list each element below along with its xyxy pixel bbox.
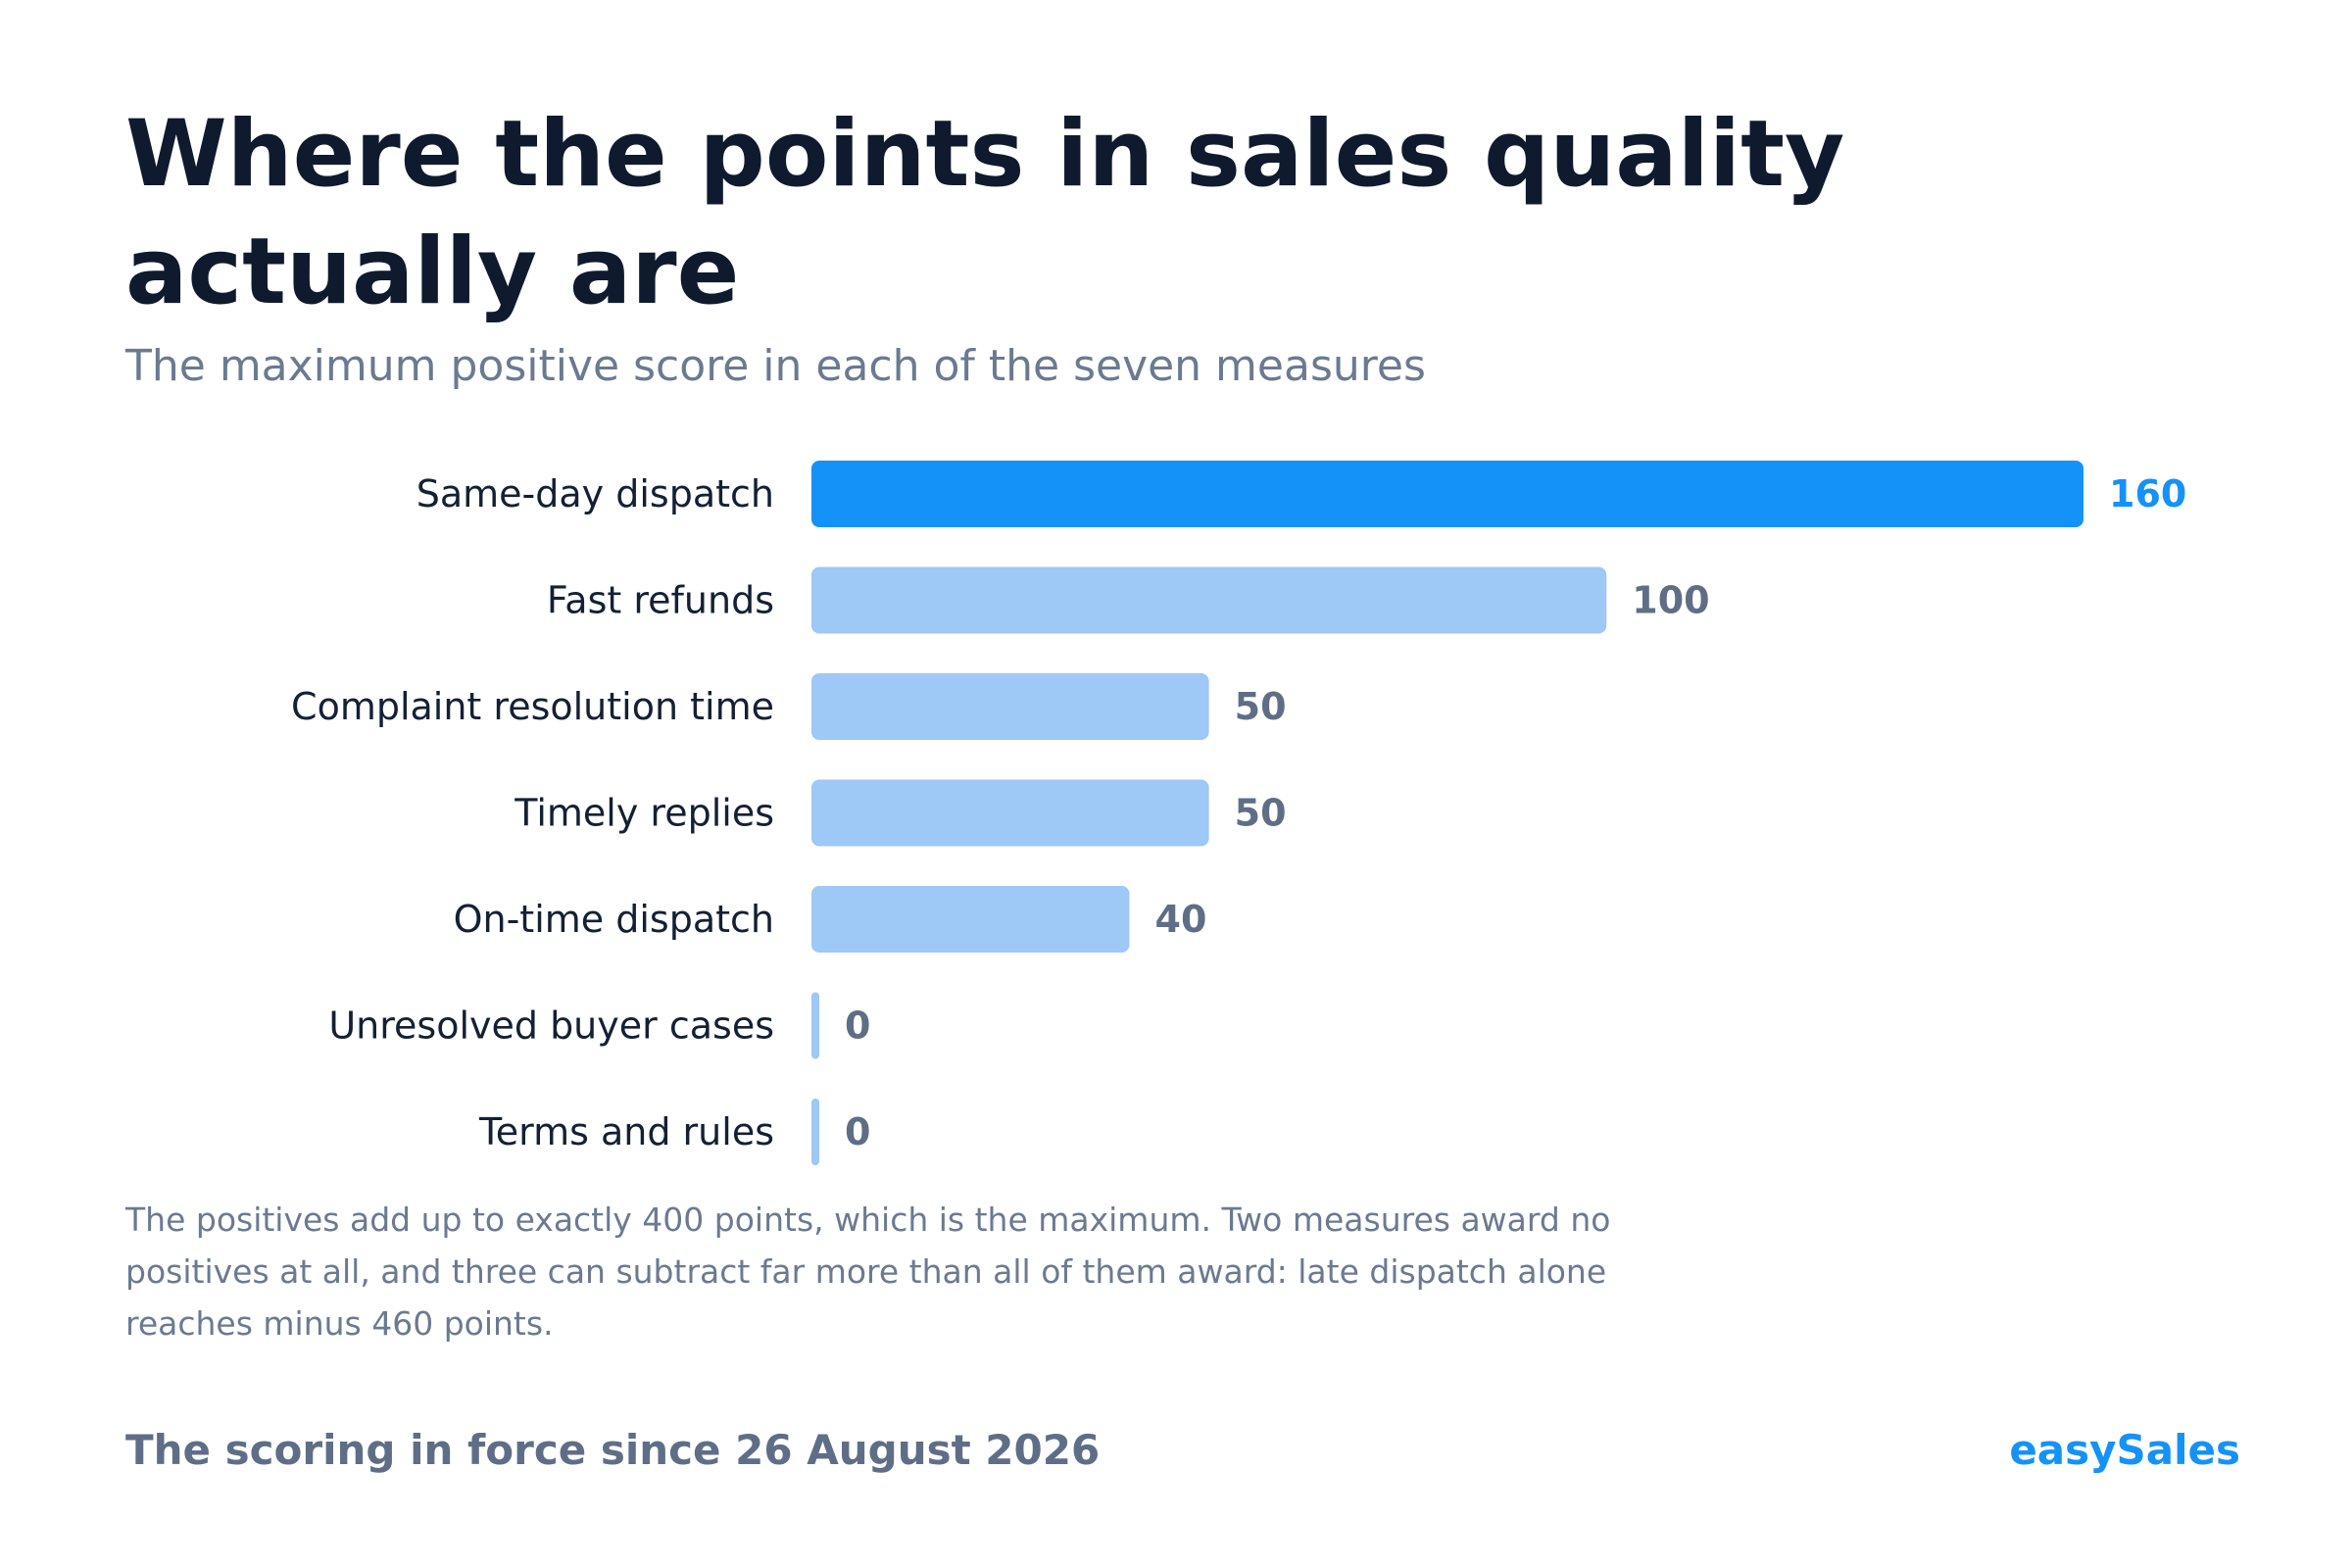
value-label: 0 [845,1004,870,1048]
category-label: Timely replies [514,792,774,835]
value-label: 50 [1235,685,1287,728]
value-label: 50 [1235,792,1287,835]
bar [811,886,1130,953]
value-label: 160 [2109,472,2186,515]
source-caption: The scoring in force since 26 August 202… [125,1426,1101,1474]
chart-title: Where the points in sales quality actual… [125,101,1845,325]
bar [811,992,819,1059]
bar [811,673,1209,740]
value-label: 40 [1155,898,1207,941]
value-label: 0 [845,1110,870,1153]
category-label: Unresolved buyer cases [328,1004,774,1048]
brand-logo: easySales [2009,1426,2240,1474]
bar [811,566,1607,634]
category-label: Terms and rules [478,1110,774,1153]
chart-note: The positives add up to exactly 400 poin… [125,1200,1611,1343]
bar [811,461,2083,527]
category-label: Same-day dispatch [416,472,774,515]
category-label: Complaint resolution time [291,685,774,728]
bar-chart: Same-day dispatch 160 Fast refunds 100 Compl… [291,461,2186,1165]
bar [811,779,1209,847]
category-label: On-time dispatch [454,898,774,941]
category-label: Fast refunds [547,579,774,622]
chart-subtitle: The maximum positive score in each of th… [125,341,1426,391]
bar [811,1099,819,1165]
value-label: 100 [1632,579,1709,622]
